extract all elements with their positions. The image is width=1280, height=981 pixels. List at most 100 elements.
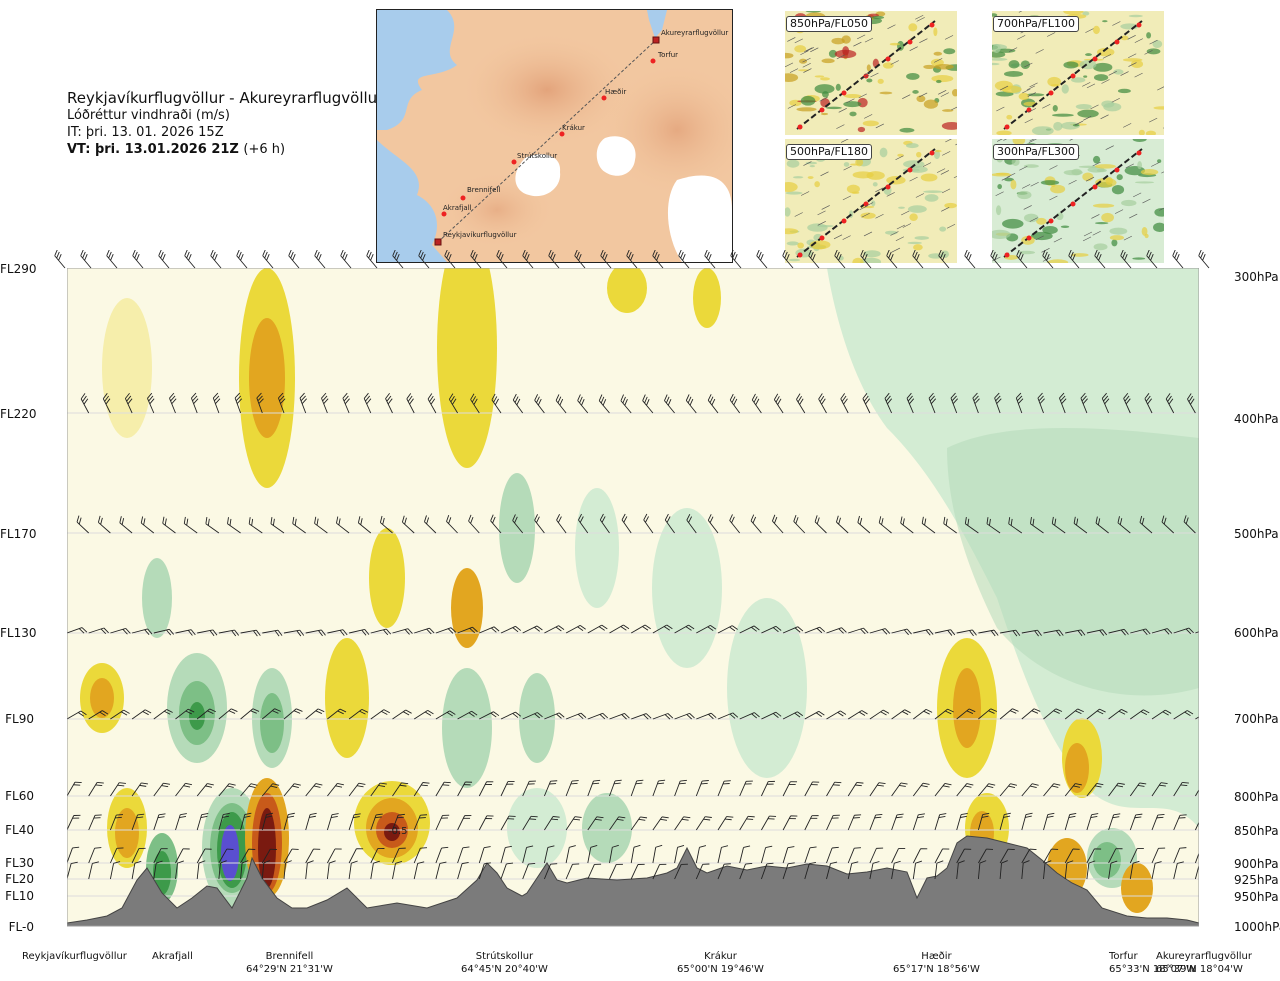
barb-feather [240, 254, 244, 261]
barb-feather [1072, 254, 1076, 261]
barb-feather [808, 250, 812, 256]
barb-feather [307, 860, 314, 864]
barb-feather [231, 708, 238, 712]
wind-barb [283, 629, 305, 637]
thumb-field-blob [1101, 20, 1108, 23]
wind-barb [1108, 782, 1125, 797]
thumb-wind-barb [1134, 38, 1143, 43]
thumb-wind-barb [1151, 162, 1160, 167]
down-blob [727, 598, 807, 778]
thumb-field-blob [1071, 77, 1086, 83]
barb-feather [162, 254, 166, 261]
up-blob [384, 823, 400, 841]
barb-feather [356, 785, 364, 788]
thumbnail-300hpa[interactable]: 300hPa/FL300 [992, 139, 1164, 263]
wind-barb [1139, 515, 1153, 534]
wind-barb [413, 782, 430, 797]
barb-feather [902, 518, 905, 526]
thumb-field-blob [1026, 93, 1045, 97]
barb-feather [821, 398, 826, 405]
barb-feather [1030, 517, 1032, 524]
wind-barb [153, 782, 171, 797]
wind-barb [751, 393, 762, 414]
top-wind-barb [678, 250, 690, 269]
barb-feather [572, 863, 580, 865]
thumb-waypoint [1136, 150, 1142, 156]
wind-barb [240, 708, 260, 720]
top-wind-barb [912, 250, 924, 269]
barb-shaft [804, 847, 811, 864]
barb-shaft [413, 848, 421, 864]
barb-feather [1044, 251, 1048, 259]
barb-feather [667, 398, 672, 406]
thumbnail-700hpa[interactable]: 700hPa/FL100 [992, 11, 1164, 135]
barb-feather [724, 863, 731, 865]
wind-barb [240, 629, 261, 637]
top-wind-barb [522, 250, 534, 269]
barb-feather [624, 713, 630, 719]
barb-feather [228, 710, 236, 714]
barb-feather [838, 517, 841, 525]
map-endpoint-marker [434, 238, 442, 246]
barb-feather [731, 396, 736, 403]
barb-feather [421, 784, 428, 787]
barb-feather [636, 779, 644, 782]
barb-shaft [609, 864, 617, 880]
barb-shaft [67, 863, 72, 880]
wind-barb [363, 392, 372, 414]
barb-feather [838, 628, 844, 634]
thumb-wind-barb [1001, 176, 1010, 181]
barb-feather [1135, 813, 1143, 816]
thumb-wind-barb [1129, 213, 1138, 219]
barb-feather [622, 396, 626, 404]
barb-feather [914, 251, 918, 259]
barb-feather [858, 711, 866, 716]
wind-barb [278, 392, 286, 414]
wind-barb [522, 862, 536, 880]
wind-barb [305, 848, 321, 864]
barb-feather [180, 813, 187, 816]
barb-feather [1165, 393, 1171, 400]
barb-feather [1165, 709, 1172, 714]
barb-feather [512, 393, 517, 401]
station-name: Hæðir [921, 951, 952, 962]
thumbnail-850hpa[interactable]: 850hPa/FL050 [785, 11, 957, 135]
barb-feather [966, 783, 974, 786]
wind-barb [448, 393, 458, 414]
barb-shaft [109, 863, 115, 880]
barb-feather [463, 817, 471, 819]
barb-feather [812, 254, 816, 261]
barb-shaft [782, 847, 789, 864]
barb-feather [1025, 815, 1032, 818]
barb-feather [494, 398, 499, 405]
barb-feather [925, 708, 933, 713]
wind-barb [175, 813, 187, 831]
barb-feather [140, 516, 144, 524]
barb-feather [830, 861, 838, 864]
barb-feather [299, 629, 305, 636]
wind-barb [348, 813, 361, 831]
barb-feather [751, 713, 758, 719]
barb-feather [1008, 785, 1016, 789]
down-blob [189, 702, 205, 730]
thumb-wind-barb [1082, 82, 1091, 87]
thumb-field-blob [843, 101, 862, 108]
top-wind-barb [1198, 250, 1210, 269]
wind-barb [522, 625, 543, 634]
thumb-field-blob [1132, 139, 1147, 142]
wind-barb [305, 629, 326, 637]
up-blob [1121, 863, 1153, 913]
wind-barb [739, 845, 751, 864]
thumbnail-500hpa[interactable]: 500hPa/FL180 [785, 139, 957, 263]
barb-shaft [891, 863, 895, 880]
thumb-field-blob [907, 205, 927, 213]
barb-shaft [826, 847, 833, 864]
wind-barb [707, 514, 719, 534]
barb-feather [909, 398, 915, 405]
barb-feather [921, 785, 928, 788]
barb-feather [1068, 250, 1072, 256]
wind-barb [1129, 813, 1143, 831]
thumb-wind-barb [999, 85, 1009, 91]
barb-feather [116, 847, 124, 849]
barb-feather [486, 815, 494, 817]
